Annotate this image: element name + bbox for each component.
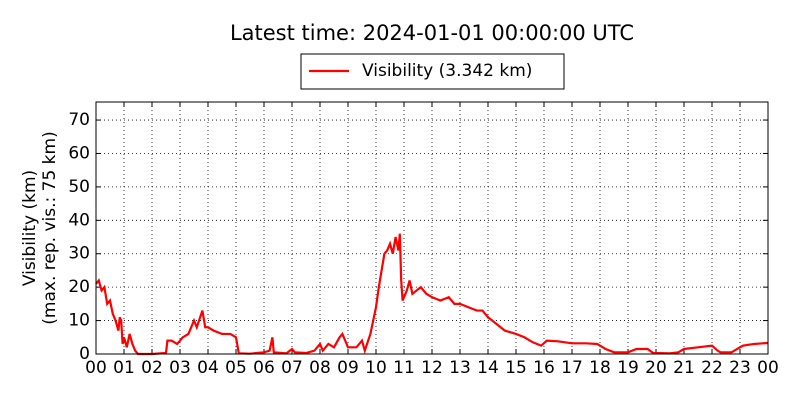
x-tick-label: 19 [617, 358, 639, 378]
x-tick-label: 05 [225, 358, 247, 378]
y-tick-label: 20 [68, 277, 90, 297]
series-line [95, 233, 769, 356]
y-tick-label: 10 [68, 311, 90, 331]
y-tick-label: 40 [68, 210, 90, 230]
y-tick-label: 50 [68, 177, 90, 197]
x-tick-label: 00 [757, 358, 779, 378]
x-tick-label: 22 [701, 358, 723, 378]
y-tick-label: 30 [68, 244, 90, 264]
x-tick-label: 21 [673, 358, 695, 378]
x-tick-label: 04 [197, 358, 219, 378]
x-tick-label: 10 [365, 358, 387, 378]
x-tick-label: 16 [533, 358, 555, 378]
x-tick-label: 00 [85, 358, 107, 378]
x-tick-label: 11 [393, 358, 415, 378]
x-tick-label: 14 [477, 358, 499, 378]
legend-label: Visibility (3.342 km) [362, 61, 532, 81]
x-tick-label: 02 [141, 358, 163, 378]
x-tick-label: 15 [505, 358, 527, 378]
x-tick-label: 18 [589, 358, 611, 378]
x-tick-label: 23 [729, 358, 751, 378]
x-tick-label: 01 [113, 358, 135, 378]
x-tick-label: 03 [169, 358, 191, 378]
y-tick-label: 60 [68, 143, 90, 163]
y-axis-label: Visibility (km) [20, 170, 40, 286]
x-tick-label: 07 [281, 358, 303, 378]
x-tick-label: 20 [645, 358, 667, 378]
x-tick-label: 08 [309, 358, 331, 378]
y-tick-label: 0 [79, 344, 90, 364]
x-tick-label: 13 [449, 358, 471, 378]
chart-title: Latest time: 2024-01-01 00:00:00 UTC [230, 21, 634, 45]
y-axis-label: (max. rep. vis.: 75 km) [40, 131, 60, 324]
x-tick-label: 17 [561, 358, 583, 378]
x-tick-label: 12 [421, 358, 443, 378]
x-tick-label: 06 [253, 358, 275, 378]
x-tick-label: 09 [337, 358, 359, 378]
plot-frame [95, 101, 769, 355]
y-tick-label: 70 [68, 110, 90, 130]
